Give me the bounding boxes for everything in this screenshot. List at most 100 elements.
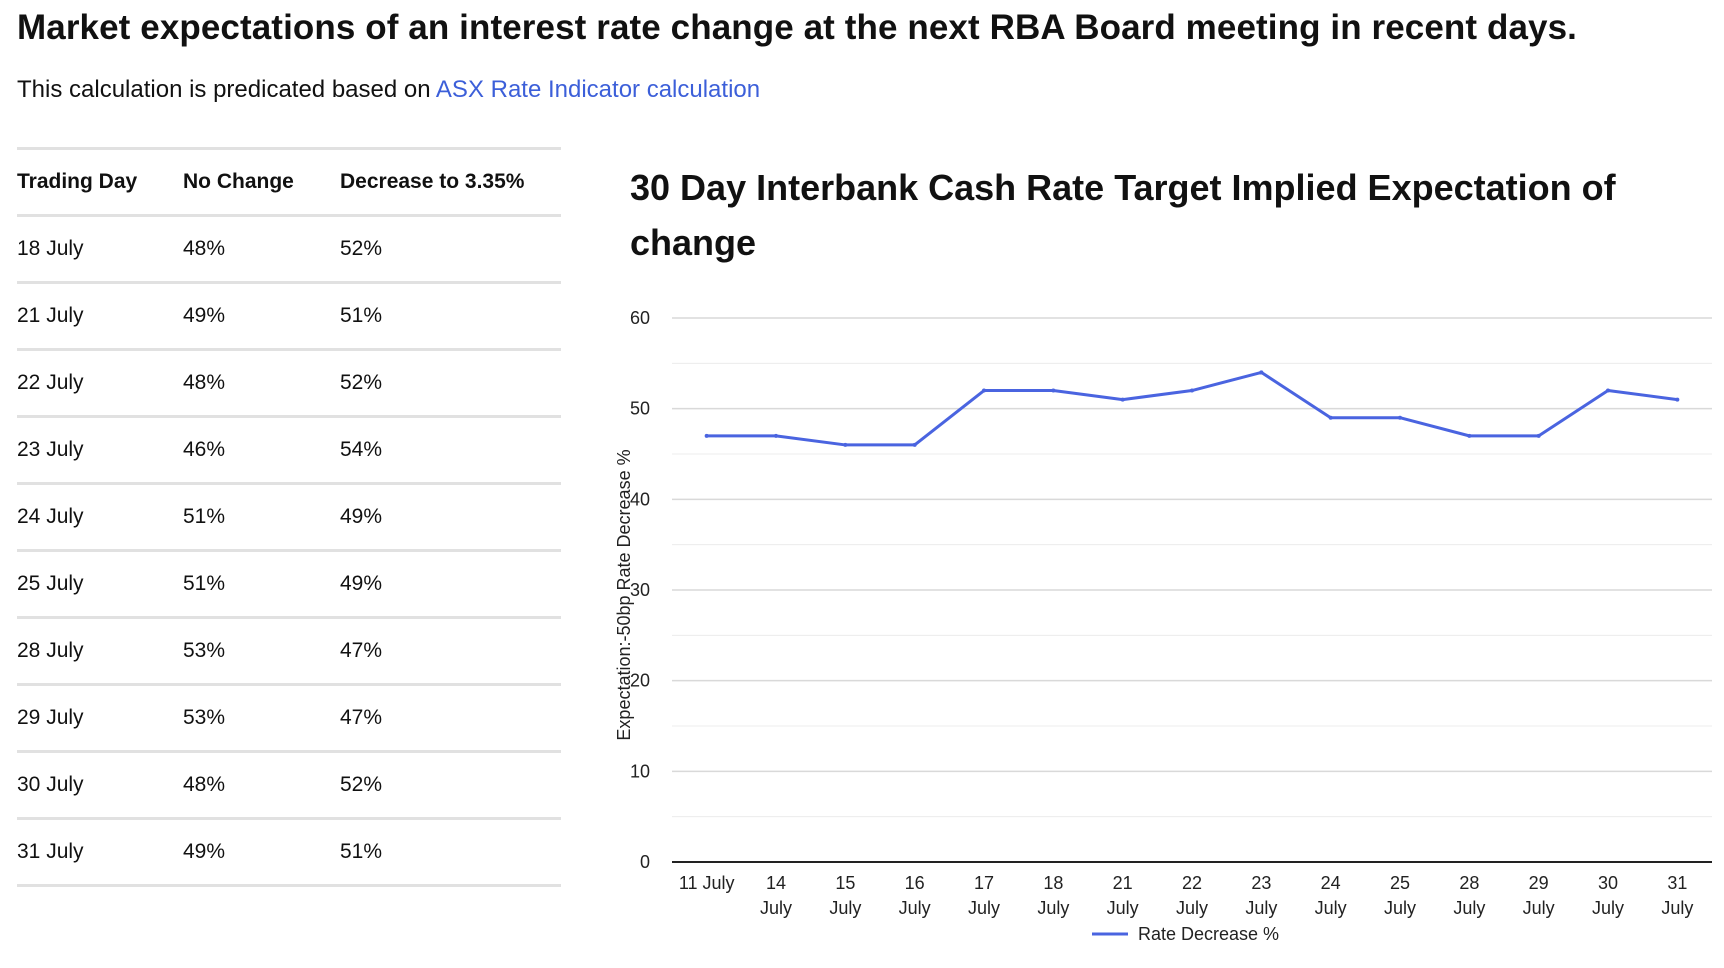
x-tick-label: 14 <box>766 873 786 893</box>
x-tick-label: July <box>1245 898 1277 918</box>
x-tick-label: July <box>829 898 861 918</box>
cell-decrease: 49% <box>340 505 383 528</box>
data-point <box>1675 397 1680 402</box>
table-row: 24 July 51% 49% <box>17 484 561 551</box>
table-row: 29 July 53% 47% <box>17 685 561 752</box>
line-chart: 0 10 20 30 40 50 60 Expectation:-50bp Rate Decr… <box>614 308 1712 944</box>
x-tick-label: 30 <box>1598 873 1618 893</box>
x-tick-label: 29 <box>1529 873 1549 893</box>
x-tick-label: 16 <box>905 873 925 893</box>
x-tick-label: 18 <box>1043 873 1063 893</box>
data-point <box>774 433 778 438</box>
x-tick-label: July <box>1315 898 1347 918</box>
y-axis-label: Expectation:-50bp Rate Decrease % <box>614 449 634 740</box>
x-tick-label: July <box>968 898 1000 918</box>
x-tick-label: 28 <box>1459 873 1479 893</box>
data-point <box>912 442 917 447</box>
cell-decrease: 52% <box>340 371 383 394</box>
x-tick-label: 11 July <box>679 873 735 893</box>
table-row: 25 July 51% 49% <box>17 551 561 618</box>
data-point <box>1190 388 1194 393</box>
x-tick-label: July <box>899 898 931 918</box>
cell-decrease: 54% <box>340 438 383 461</box>
cell-decrease: 47% <box>340 639 383 662</box>
table-row: 23 July 46% 54% <box>17 417 561 484</box>
cell-no-change: 51% <box>183 505 226 528</box>
y-tick-label: 10 <box>630 761 650 781</box>
chart-title: 30 Day Interbank Cash Rate Target Implie… <box>630 167 1616 263</box>
x-tick-label: July <box>1523 898 1555 918</box>
x-tick-label: July <box>1661 898 1693 918</box>
x-tick-label: July <box>1176 898 1208 918</box>
x-tick-label: July <box>1037 898 1069 918</box>
data-point <box>982 388 986 393</box>
data-point <box>1398 415 1402 420</box>
rate-expectation-table: Trading Day No Change Decrease to 3.35% … <box>17 147 561 887</box>
data-point <box>1328 415 1333 420</box>
cell-trading-day: 29 July <box>17 706 84 729</box>
cell-trading-day: 30 July <box>17 773 84 796</box>
table-header-row: Trading Day No Change Decrease to 3.35% <box>17 148 561 216</box>
x-tick-label: 25 <box>1390 873 1410 893</box>
cell-trading-day: 24 July <box>17 505 84 528</box>
table-row: 28 July 53% 47% <box>17 618 561 685</box>
x-tick-label: 31 <box>1667 873 1687 893</box>
data-point <box>1120 397 1125 402</box>
x-tick-label: July <box>1384 898 1416 918</box>
data-point <box>704 433 709 438</box>
table-body: 18 July 48% 52% 21 July 49% 51% 22 July 48% 52% 2… <box>17 216 561 886</box>
y-tick-label: 20 <box>630 671 650 691</box>
cell-no-change: 51% <box>183 572 226 595</box>
cell-decrease: 51% <box>340 304 383 327</box>
subline: This calculation is predicated based on … <box>17 76 760 104</box>
cell-no-change: 49% <box>183 840 226 863</box>
y-tick-label: 30 <box>630 580 650 600</box>
table-row: 21 July 49% 51% <box>17 283 561 350</box>
cell-decrease: 52% <box>340 237 383 260</box>
cell-no-change: 46% <box>183 438 226 461</box>
cell-trading-day: 18 July <box>17 237 84 260</box>
cell-decrease: 47% <box>340 706 383 729</box>
header-no-change: No Change <box>183 170 294 193</box>
cell-trading-day: 31 July <box>17 840 84 863</box>
cell-no-change: 48% <box>183 773 226 796</box>
cell-trading-day: 21 July <box>17 304 84 327</box>
x-tick-label: 17 <box>974 873 994 893</box>
table-row: 30 July 48% 52% <box>17 752 561 819</box>
cell-no-change: 48% <box>183 237 226 260</box>
x-tick-label: July <box>1592 898 1624 918</box>
y-tick-label: 50 <box>630 399 650 419</box>
header-trading-day: Trading Day <box>17 170 138 193</box>
page-headline: Market expectations of an interest rate … <box>17 8 1577 47</box>
y-tick-label: 0 <box>640 852 650 872</box>
x-tick-label: 15 <box>835 873 855 893</box>
cell-trading-day: 23 July <box>17 438 84 461</box>
cell-decrease: 49% <box>340 572 383 595</box>
table-row: 31 July 49% 51% <box>17 819 561 886</box>
subline-text: This calculation is predicated based on <box>17 76 431 103</box>
cell-no-change: 53% <box>183 639 226 662</box>
data-point <box>1536 433 1541 438</box>
y-tick-label: 60 <box>630 308 650 328</box>
cell-no-change: 49% <box>183 304 226 327</box>
cell-decrease: 51% <box>340 840 383 863</box>
x-tick-label: 24 <box>1321 873 1341 893</box>
cell-trading-day: 28 July <box>17 639 84 662</box>
x-tick-label: 22 <box>1182 873 1202 893</box>
cell-trading-day: 25 July <box>17 572 84 595</box>
y-tick-label: 40 <box>630 489 650 509</box>
x-tick-label: July <box>760 898 792 918</box>
x-tick-label: July <box>1107 898 1139 918</box>
cell-trading-day: 22 July <box>17 371 84 394</box>
table-row: 18 July 48% 52% <box>17 216 561 283</box>
data-point <box>1467 433 1472 438</box>
data-point <box>1051 388 1056 393</box>
legend-label: Rate Decrease % <box>1138 924 1279 944</box>
asx-rate-indicator-link[interactable]: ASX Rate Indicator calculation <box>435 76 761 103</box>
x-tick-label: 23 <box>1251 873 1271 893</box>
x-tick-label: July <box>1453 898 1485 918</box>
cell-no-change: 48% <box>183 371 226 394</box>
data-point <box>1606 388 1610 393</box>
cell-no-change: 53% <box>183 706 226 729</box>
table-row: 22 July 48% 52% <box>17 350 561 417</box>
